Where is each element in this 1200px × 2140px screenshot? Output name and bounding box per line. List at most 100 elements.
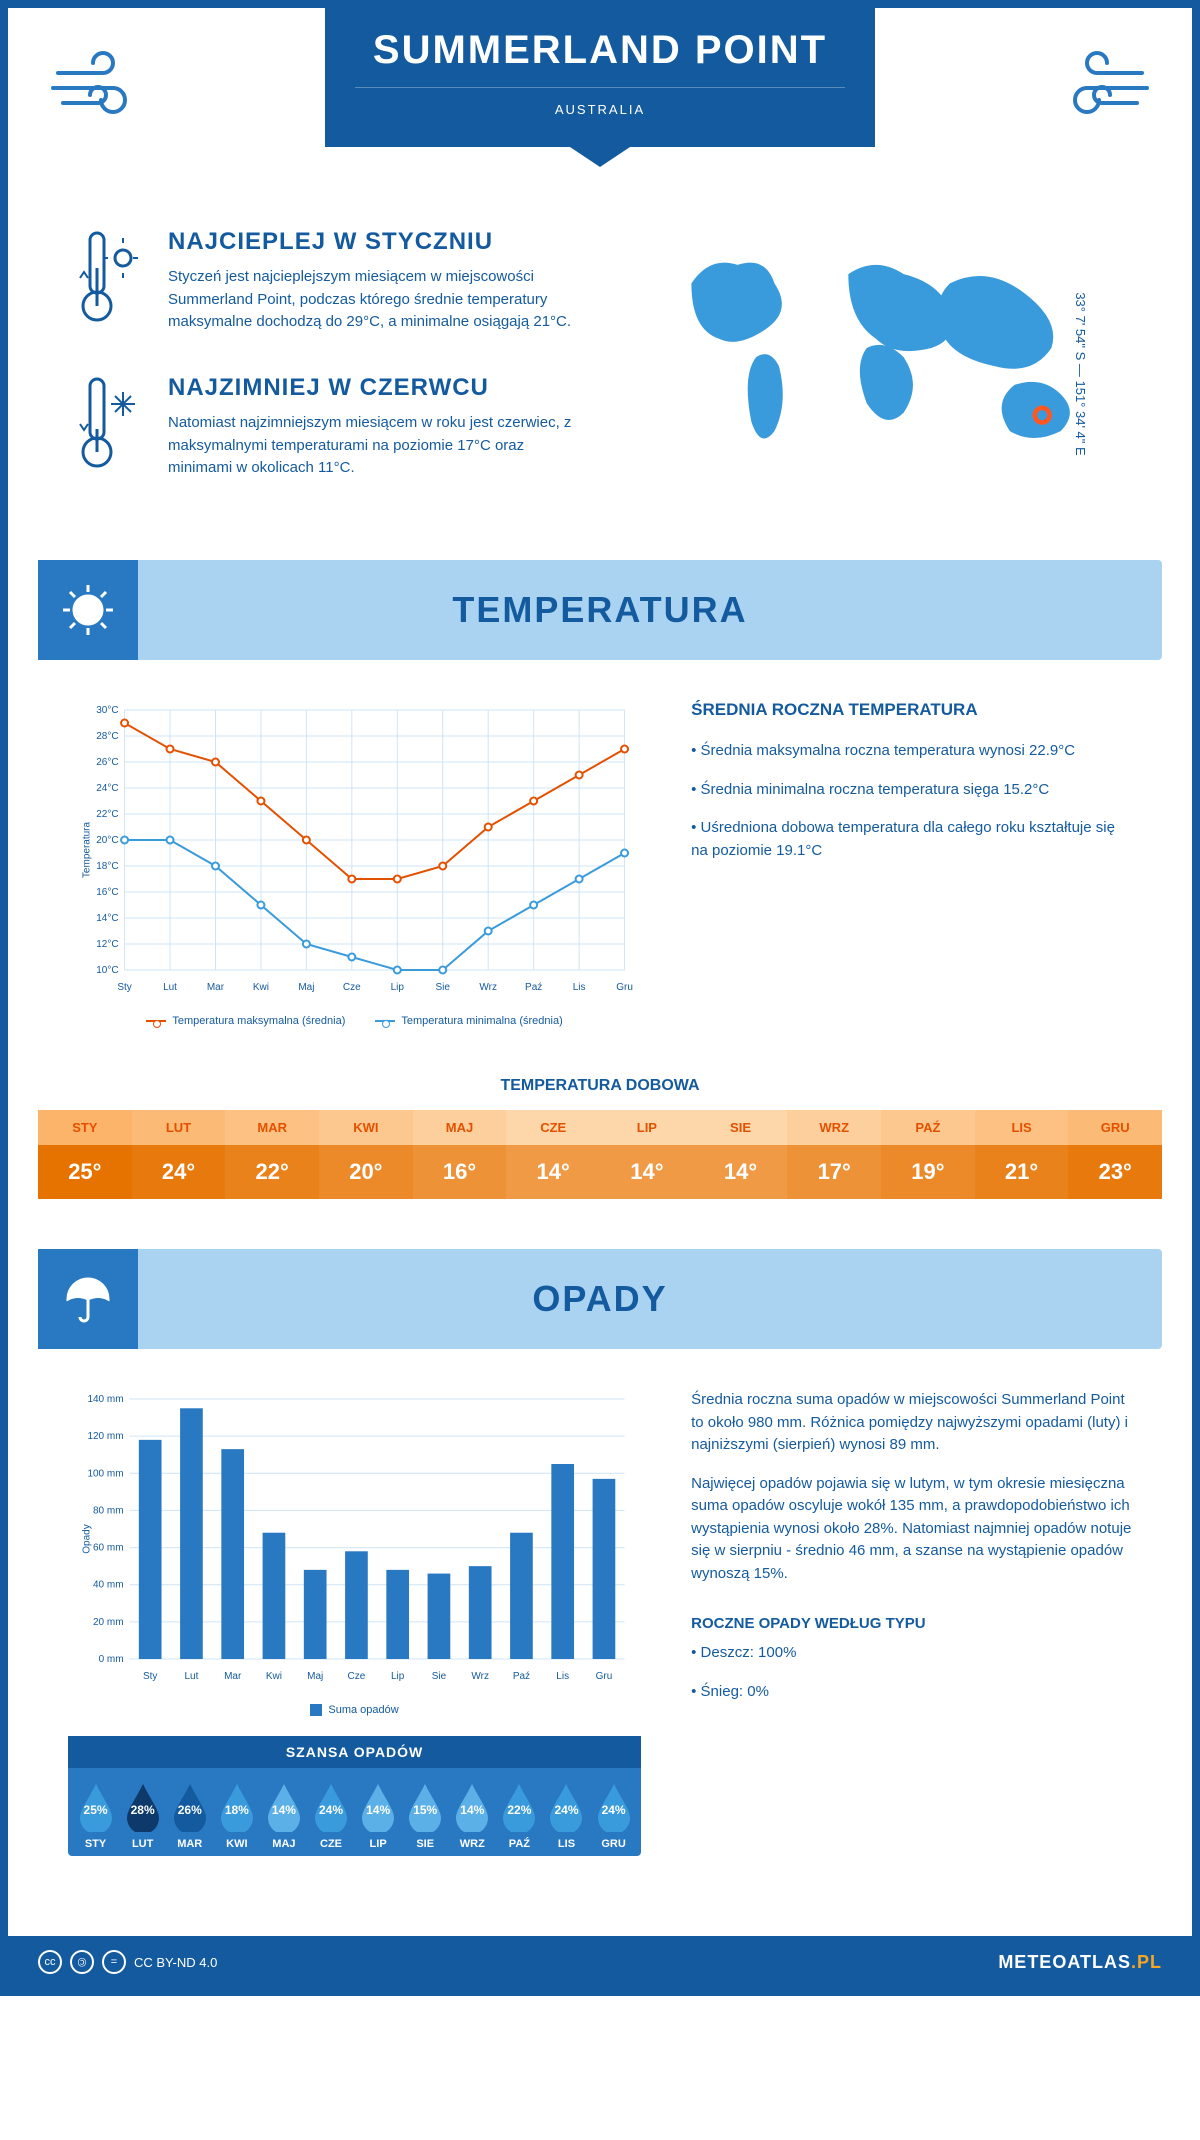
rain-type-p2: • Śnieg: 0% xyxy=(691,1681,1132,1704)
daily-cell: LIS 21° xyxy=(975,1110,1069,1199)
coldest-body: Natomiast najzimniejszym miesiącem w rok… xyxy=(168,412,580,480)
svg-text:Lis: Lis xyxy=(573,982,586,993)
nd-icon: = xyxy=(102,1950,126,1974)
thermometer-hot-icon xyxy=(68,228,148,344)
coldest-title: NAJZIMNIEJ W CZERWCU xyxy=(168,374,580,402)
svg-text:0 mm: 0 mm xyxy=(99,1654,124,1665)
raindrop-icon: 25% xyxy=(76,1782,116,1832)
svg-text:Gru: Gru xyxy=(616,982,633,993)
raindrop-icon: 24% xyxy=(594,1782,634,1832)
daily-cell: WRZ 17° xyxy=(787,1110,881,1199)
svg-text:16°C: 16°C xyxy=(96,887,118,898)
chance-cell: 18% KWI xyxy=(213,1782,260,1850)
rain-title: OPADY xyxy=(138,1278,1162,1320)
daily-cell: SIE 14° xyxy=(694,1110,788,1199)
svg-text:28°C: 28°C xyxy=(96,731,118,742)
page-title: SUMMERLAND POINT xyxy=(355,28,845,73)
rain-p2: Najwięcej opadów pojawia się w lutym, w … xyxy=(691,1473,1132,1586)
svg-text:40 mm: 40 mm xyxy=(93,1580,124,1591)
raindrop-icon: 14% xyxy=(358,1782,398,1832)
coldest-block: NAJZIMNIEJ W CZERWCU Natomiast najzimnie… xyxy=(68,374,580,490)
daily-temp-title: TEMPERATURA DOBOWA xyxy=(8,1077,1192,1095)
svg-text:14°C: 14°C xyxy=(96,913,118,924)
daily-cell: LUT 24° xyxy=(132,1110,226,1199)
svg-text:Lis: Lis xyxy=(556,1671,569,1682)
daily-cell: MAJ 16° xyxy=(413,1110,507,1199)
hottest-title: NAJCIEPLEJ W STYCZNIU xyxy=(168,228,580,256)
rain-chance-panel: SZANSA OPADÓW 25% STY 28% LUT 26% MAR 18… xyxy=(68,1736,641,1856)
svg-text:Sty: Sty xyxy=(117,982,131,993)
temp-chart-legend: Temperatura maksymalna (średnia) Tempera… xyxy=(68,1015,641,1027)
svg-text:20 mm: 20 mm xyxy=(93,1617,124,1628)
daily-cell: LIP 14° xyxy=(600,1110,694,1199)
svg-text:Cze: Cze xyxy=(348,1671,366,1682)
svg-text:Paź: Paź xyxy=(525,982,542,993)
svg-text:Maj: Maj xyxy=(307,1671,323,1682)
daily-cell: STY 25° xyxy=(38,1110,132,1199)
rain-chart-legend: Suma opadów xyxy=(68,1704,641,1716)
avg-temp-p1: • Średnia maksymalna roczna temperatura … xyxy=(691,740,1132,763)
daily-temp-table: STY 25° LUT 24° MAR 22° KWI 20° MAJ 16° … xyxy=(38,1110,1162,1199)
svg-text:Maj: Maj xyxy=(298,982,314,993)
svg-text:100 mm: 100 mm xyxy=(87,1468,123,1479)
svg-text:Gru: Gru xyxy=(596,1671,613,1682)
raindrop-icon: 24% xyxy=(311,1782,351,1832)
temperature-line-chart: 10°C12°C14°C16°C18°C20°C22°C24°C26°C28°C… xyxy=(68,700,641,1000)
hottest-block: NAJCIEPLEJ W STYCZNIU Styczeń jest najci… xyxy=(68,228,580,344)
svg-text:Paź: Paź xyxy=(513,1671,530,1682)
sun-icon xyxy=(38,560,138,660)
svg-text:22°C: 22°C xyxy=(96,809,118,820)
umbrella-icon xyxy=(38,1249,138,1349)
svg-text:26°C: 26°C xyxy=(96,757,118,768)
raindrop-icon: 14% xyxy=(264,1782,304,1832)
svg-text:Sty: Sty xyxy=(143,1671,157,1682)
raindrop-icon: 22% xyxy=(499,1782,539,1832)
temperature-banner: TEMPERATURA xyxy=(38,560,1162,660)
chance-cell: 14% LIP xyxy=(355,1782,402,1850)
thermometer-cold-icon xyxy=(68,374,148,490)
svg-text:120 mm: 120 mm xyxy=(87,1431,123,1442)
svg-text:10°C: 10°C xyxy=(96,965,118,976)
svg-text:12°C: 12°C xyxy=(96,939,118,950)
raindrop-icon: 26% xyxy=(170,1782,210,1832)
cc-icon: cc xyxy=(38,1950,62,1974)
svg-text:Lut: Lut xyxy=(163,982,177,993)
raindrop-icon: 24% xyxy=(546,1782,586,1832)
svg-text:30°C: 30°C xyxy=(96,705,118,716)
chance-cell: 24% GRU xyxy=(590,1782,637,1850)
svg-text:Cze: Cze xyxy=(343,982,361,993)
raindrop-icon: 15% xyxy=(405,1782,445,1832)
chance-cell: 24% CZE xyxy=(307,1782,354,1850)
chance-cell: 25% STY xyxy=(72,1782,119,1850)
svg-text:140 mm: 140 mm xyxy=(87,1394,123,1405)
rain-bar-chart: 0 mm20 mm40 mm60 mm80 mm100 mm120 mm140 … xyxy=(68,1389,641,1689)
chance-cell: 28% LUT xyxy=(119,1782,166,1850)
chance-cell: 24% LIS xyxy=(543,1782,590,1850)
footer: cc 🄯 = CC BY-ND 4.0 METEOATLAS.PL xyxy=(8,1936,1192,1988)
chance-cell: 14% MAJ xyxy=(260,1782,307,1850)
wind-icon xyxy=(48,38,148,154)
chance-cell: 15% SIE xyxy=(402,1782,449,1850)
svg-text:Wrz: Wrz xyxy=(479,982,497,993)
by-icon: 🄯 xyxy=(70,1950,94,1974)
header: SUMMERLAND POINT AUSTRALIA xyxy=(8,8,1192,208)
hottest-body: Styczeń jest najcieplejszym miesiącem w … xyxy=(168,266,580,334)
svg-text:Opady: Opady xyxy=(82,1524,93,1553)
svg-text:Lut: Lut xyxy=(184,1671,198,1682)
svg-text:Sie: Sie xyxy=(436,982,451,993)
chance-cell: 14% WRZ xyxy=(449,1782,496,1850)
svg-text:Kwi: Kwi xyxy=(266,1671,282,1682)
svg-text:Lip: Lip xyxy=(391,1671,405,1682)
avg-temp-p2: • Średnia minimalna roczna temperatura s… xyxy=(691,779,1132,802)
license-text: CC BY-ND 4.0 xyxy=(134,1955,217,1970)
svg-text:Mar: Mar xyxy=(207,982,225,993)
svg-text:Temperatura: Temperatura xyxy=(82,821,93,878)
daily-cell: CZE 14° xyxy=(506,1110,600,1199)
svg-text:24°C: 24°C xyxy=(96,783,118,794)
wind-icon xyxy=(1052,38,1152,154)
daily-cell: MAR 22° xyxy=(225,1110,319,1199)
svg-text:Mar: Mar xyxy=(224,1671,242,1682)
svg-text:Sie: Sie xyxy=(432,1671,447,1682)
raindrop-icon: 14% xyxy=(452,1782,492,1832)
chance-cell: 22% PAŹ xyxy=(496,1782,543,1850)
